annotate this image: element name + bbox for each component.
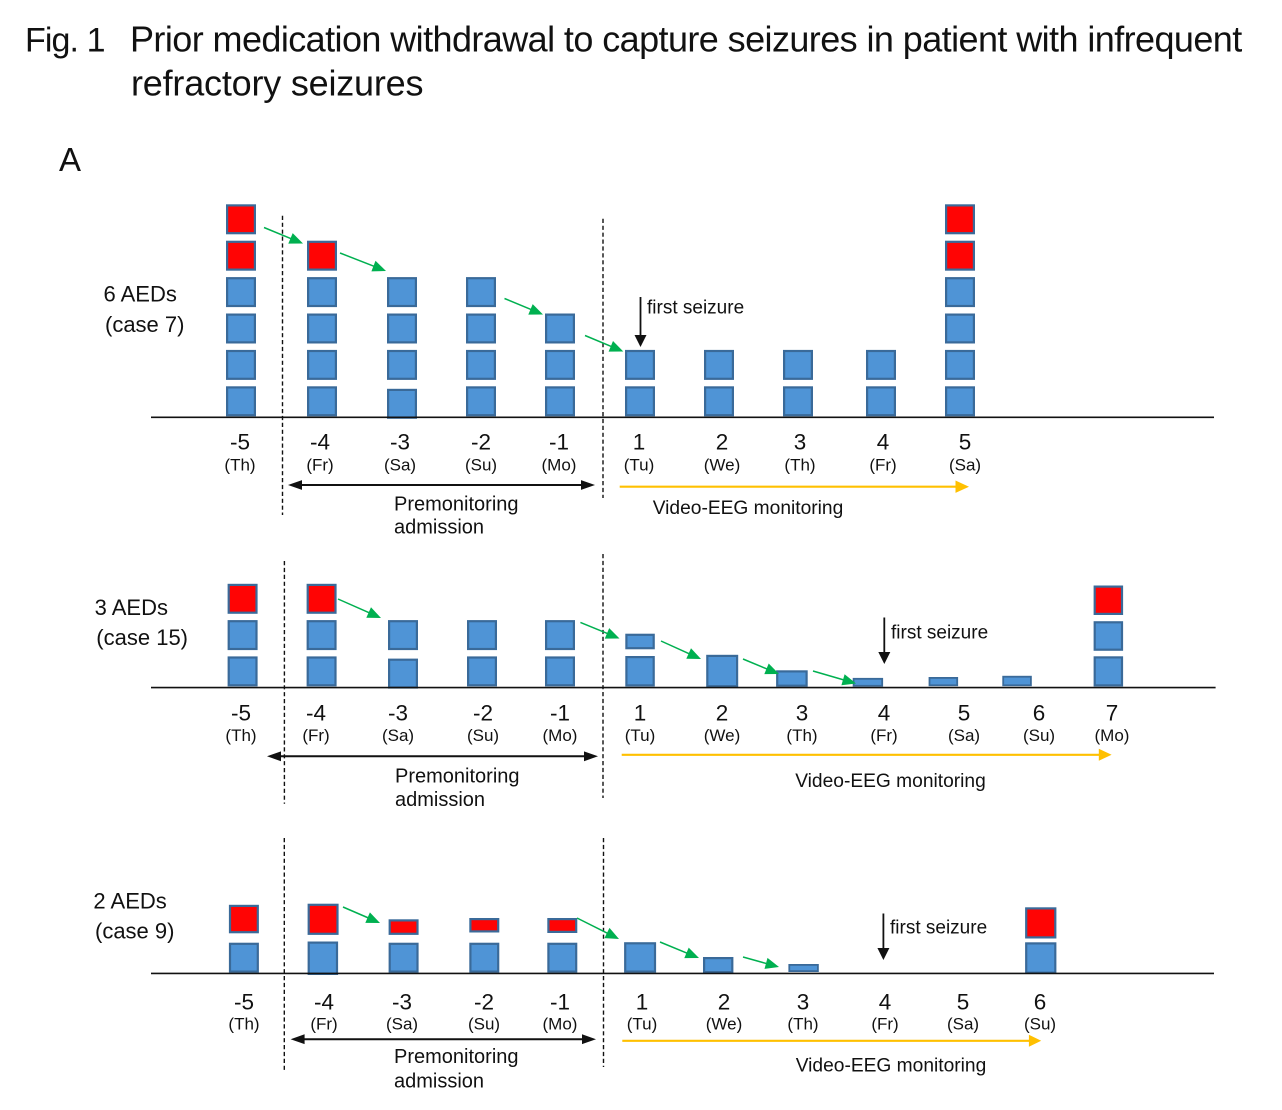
svg-text:3: 3 (794, 430, 807, 455)
svg-text:Premonitoring: Premonitoring (394, 1046, 519, 1068)
svg-text:(We): (We) (706, 1015, 743, 1034)
svg-text:A: A (59, 141, 81, 178)
svg-text:4: 4 (878, 701, 891, 726)
svg-text:(Fr): (Fr) (870, 726, 897, 745)
svg-text:7: 7 (1106, 701, 1119, 726)
svg-text:(Th): (Th) (225, 726, 256, 745)
svg-text:(Fr): (Fr) (869, 455, 896, 474)
svg-text:(Sa): (Sa) (386, 1015, 418, 1034)
svg-text:2: 2 (716, 430, 729, 455)
svg-text:-2: -2 (473, 701, 493, 726)
svg-text:Video-EEG monitoring: Video-EEG monitoring (796, 1056, 987, 1077)
svg-text:5: 5 (957, 990, 970, 1015)
svg-text:(Su): (Su) (465, 455, 497, 474)
svg-text:(Sa): (Sa) (949, 455, 981, 474)
svg-text:-2: -2 (471, 430, 491, 455)
svg-text:(Mo): (Mo) (1095, 726, 1130, 745)
svg-text:(Th): (Th) (787, 1015, 818, 1034)
svg-text:6 AEDs: 6 AEDs (104, 282, 177, 307)
svg-text:6: 6 (1034, 990, 1047, 1015)
svg-text:(Fr): (Fr) (871, 1015, 898, 1034)
svg-text:(We): (We) (704, 455, 741, 474)
svg-text:(Mo): (Mo) (543, 726, 578, 745)
svg-text:-3: -3 (392, 990, 412, 1015)
svg-text:(Th): (Th) (784, 455, 815, 474)
svg-text:(Sa): (Sa) (382, 726, 414, 745)
svg-text:first seizure: first seizure (890, 918, 987, 939)
svg-text:4: 4 (877, 430, 890, 455)
svg-text:6: 6 (1033, 701, 1046, 726)
svg-text:-3: -3 (390, 430, 410, 455)
svg-text:admission: admission (394, 517, 484, 539)
svg-text:-5: -5 (231, 701, 251, 726)
svg-text:(Fr): (Fr) (302, 726, 329, 745)
svg-text:4: 4 (879, 990, 892, 1015)
svg-text:first seizure: first seizure (647, 298, 744, 319)
svg-text:(case 7): (case 7) (105, 312, 184, 337)
svg-text:3 AEDs: 3 AEDs (95, 595, 168, 620)
svg-text:(We): (We) (704, 726, 741, 745)
svg-text:Premonitoring: Premonitoring (394, 494, 519, 516)
svg-text:-5: -5 (230, 430, 250, 455)
svg-text:2: 2 (718, 990, 731, 1015)
svg-text:(Su): (Su) (467, 726, 499, 745)
svg-text:Video-EEG monitoring: Video-EEG monitoring (653, 498, 844, 519)
svg-text:-1: -1 (550, 990, 570, 1015)
svg-text:(Sa): (Sa) (948, 726, 980, 745)
svg-text:-4: -4 (310, 430, 330, 455)
svg-text:3: 3 (797, 990, 810, 1015)
svg-text:(Su): (Su) (468, 1015, 500, 1034)
svg-text:(Fr): (Fr) (310, 1015, 337, 1034)
svg-text:-4: -4 (314, 990, 334, 1015)
svg-text:(Th): (Th) (224, 455, 255, 474)
svg-text:(case 9): (case 9) (95, 919, 174, 944)
svg-text:(Tu): (Tu) (624, 455, 655, 474)
svg-text:(Sa): (Sa) (947, 1015, 979, 1034)
svg-text:1: 1 (634, 701, 647, 726)
svg-text:-5: -5 (234, 990, 254, 1015)
svg-text:Premonitoring: Premonitoring (395, 766, 520, 788)
svg-text:3: 3 (796, 701, 809, 726)
svg-text:2 AEDs: 2 AEDs (93, 889, 166, 914)
svg-text:(Sa): (Sa) (384, 455, 416, 474)
svg-text:(Fr): (Fr) (306, 455, 333, 474)
svg-text:(Mo): (Mo) (543, 1015, 578, 1034)
svg-text:Video-EEG monitoring: Video-EEG monitoring (795, 771, 986, 792)
svg-text:2: 2 (716, 701, 729, 726)
svg-text:1: 1 (636, 990, 649, 1015)
svg-text:admission: admission (395, 789, 485, 811)
svg-text:Prior medication withdrawal to: Prior medication withdrawal to capture s… (130, 18, 1242, 59)
svg-text:(Th): (Th) (786, 726, 817, 745)
svg-text:(Th): (Th) (228, 1015, 259, 1034)
svg-text:(case 15): (case 15) (96, 625, 188, 650)
svg-text:-2: -2 (474, 990, 494, 1015)
svg-text:(Tu): (Tu) (625, 726, 656, 745)
svg-text:1: 1 (633, 430, 646, 455)
svg-text:5: 5 (958, 701, 971, 726)
svg-text:admission: admission (394, 1071, 484, 1093)
svg-text:-1: -1 (550, 701, 570, 726)
svg-text:(Tu): (Tu) (627, 1015, 658, 1034)
svg-text:(Su): (Su) (1023, 726, 1055, 745)
svg-text:(Mo): (Mo) (542, 455, 577, 474)
svg-text:Fig. 1: Fig. 1 (25, 21, 105, 59)
svg-text:-4: -4 (306, 701, 326, 726)
svg-text:refractory seizures: refractory seizures (131, 63, 423, 104)
svg-text:first seizure: first seizure (891, 623, 988, 644)
svg-text:-3: -3 (388, 701, 408, 726)
svg-text:5: 5 (959, 430, 972, 455)
svg-text:-1: -1 (549, 430, 569, 455)
svg-text:(Su): (Su) (1024, 1015, 1056, 1034)
